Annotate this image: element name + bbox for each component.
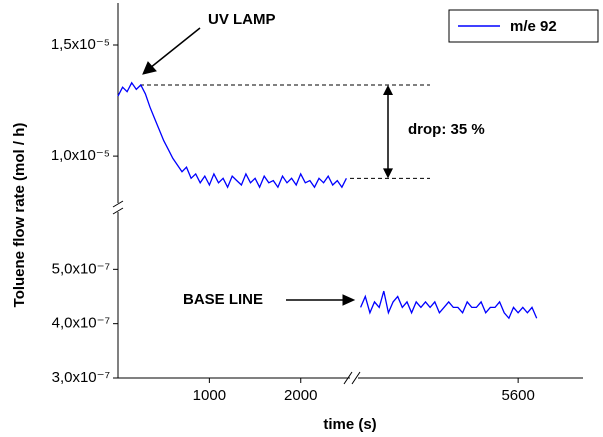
x-tick-label: 5600 xyxy=(501,387,534,404)
y-tick-label: 5,0x10⁻⁷ xyxy=(52,260,110,277)
data-line xyxy=(117,81,347,189)
y-tick-label: 3,0x10⁻⁷ xyxy=(52,369,110,386)
arrow xyxy=(142,27,201,75)
arrow-head xyxy=(383,85,393,179)
y-axis-label: Toluene flow rate (mol / h) xyxy=(11,123,28,308)
x-axis-label: time (s) xyxy=(323,416,376,433)
y-tick-label: 4,0x10⁻⁷ xyxy=(52,315,110,332)
annotation: UV LAMP xyxy=(208,11,276,28)
annotation: BASE LINE xyxy=(183,291,263,308)
axes xyxy=(112,3,583,385)
data-line xyxy=(360,290,538,320)
y-axis-break xyxy=(112,200,124,215)
y-tick-label: 1,5x10⁻⁵ xyxy=(51,36,110,53)
legend-label: m/e 92 xyxy=(510,18,557,35)
y-tick-label: 1,0x10⁻⁵ xyxy=(51,147,110,164)
annotation: drop: 35 % xyxy=(408,121,485,138)
x-axis-break xyxy=(343,371,361,385)
arrow xyxy=(286,294,356,306)
x-tick-label: 2000 xyxy=(284,387,317,404)
x-tick-label: 1000 xyxy=(193,387,226,404)
